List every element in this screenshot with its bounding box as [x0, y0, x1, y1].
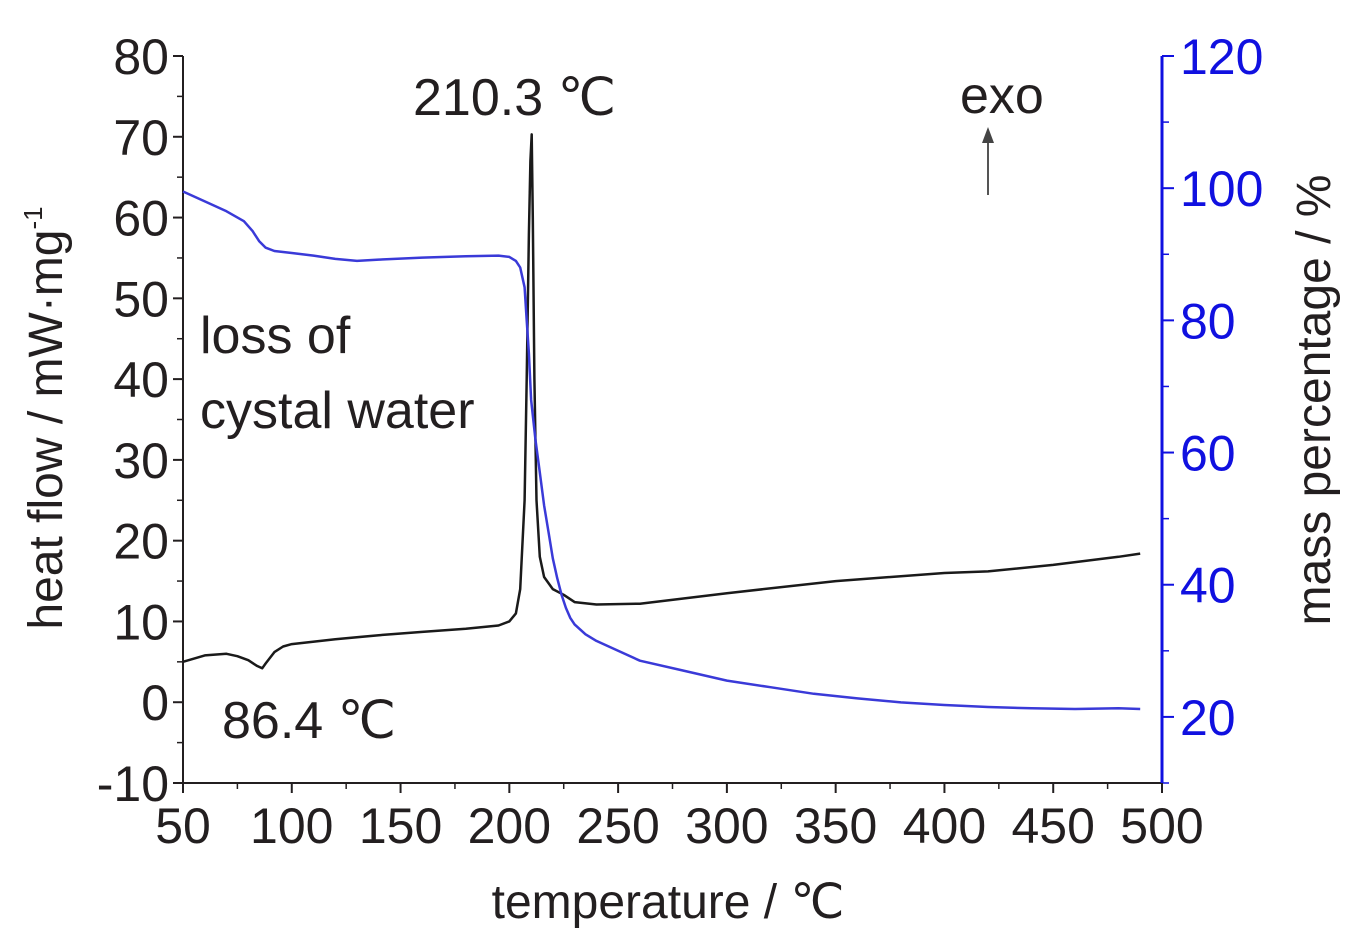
exo-arrow-head-icon — [982, 127, 994, 143]
x-tick-label: 250 — [576, 798, 659, 854]
y2-tick-label: 60 — [1180, 426, 1236, 482]
y-axis-title-main: heat flow / mW·mg — [20, 230, 73, 630]
y-tick-label: 0 — [141, 675, 169, 731]
y-tick-label: 80 — [113, 29, 169, 85]
x-tick-label: 100 — [250, 798, 333, 854]
dip-annotation: 86.4 ℃ — [222, 692, 396, 750]
exo-annotation: exo — [960, 67, 1044, 125]
axes-group — [173, 55, 1174, 793]
mass-percentage-line — [182, 190, 1141, 711]
x-tick-label: 50 — [155, 798, 211, 854]
y2-tick-label: 100 — [1180, 161, 1263, 217]
x-tick-label: 150 — [359, 798, 442, 854]
y-tick-label: 40 — [113, 352, 169, 408]
x-tick-label: 450 — [1012, 798, 1095, 854]
loss-annotation-line1: loss of — [200, 307, 351, 365]
y-axis-title-superscript: -1 — [18, 206, 48, 229]
x-axis-title: temperature / ℃ — [492, 876, 845, 929]
peak-annotation: 210.3 ℃ — [413, 69, 616, 127]
tick-labels-group: -10 0 10 20 30 40 50 60 70 80 20 40 60 80 100 120 50 100 1… — [97, 29, 1264, 854]
y-tick-label: 60 — [113, 191, 169, 247]
x-tick-label: 400 — [903, 798, 986, 854]
series-group — [182, 133, 1141, 711]
y2-tick-label: 120 — [1180, 29, 1263, 85]
x-tick-label: 200 — [468, 798, 551, 854]
heat-flow-line — [182, 133, 1141, 670]
x-tick-label: 300 — [685, 798, 768, 854]
y2-tick-label: 20 — [1180, 690, 1236, 746]
y2-tick-label: 80 — [1180, 293, 1236, 349]
y-tick-label: 20 — [113, 514, 169, 570]
y-tick-label: 70 — [113, 110, 169, 166]
x-tick-label: 500 — [1120, 798, 1203, 854]
y-tick-label: 50 — [113, 271, 169, 327]
y-tick-label: 10 — [113, 594, 169, 650]
x-tick-label: 350 — [794, 798, 877, 854]
y-tick-label: 30 — [113, 433, 169, 489]
loss-annotation-line2: cystal water — [200, 382, 475, 440]
y2-tick-label: 40 — [1180, 558, 1236, 614]
y-axis-title: heat flow / mW·mg-1 — [18, 206, 73, 629]
y2-axis-title: mass percentage / % — [1288, 175, 1341, 626]
y-tick-label: -10 — [97, 756, 169, 812]
